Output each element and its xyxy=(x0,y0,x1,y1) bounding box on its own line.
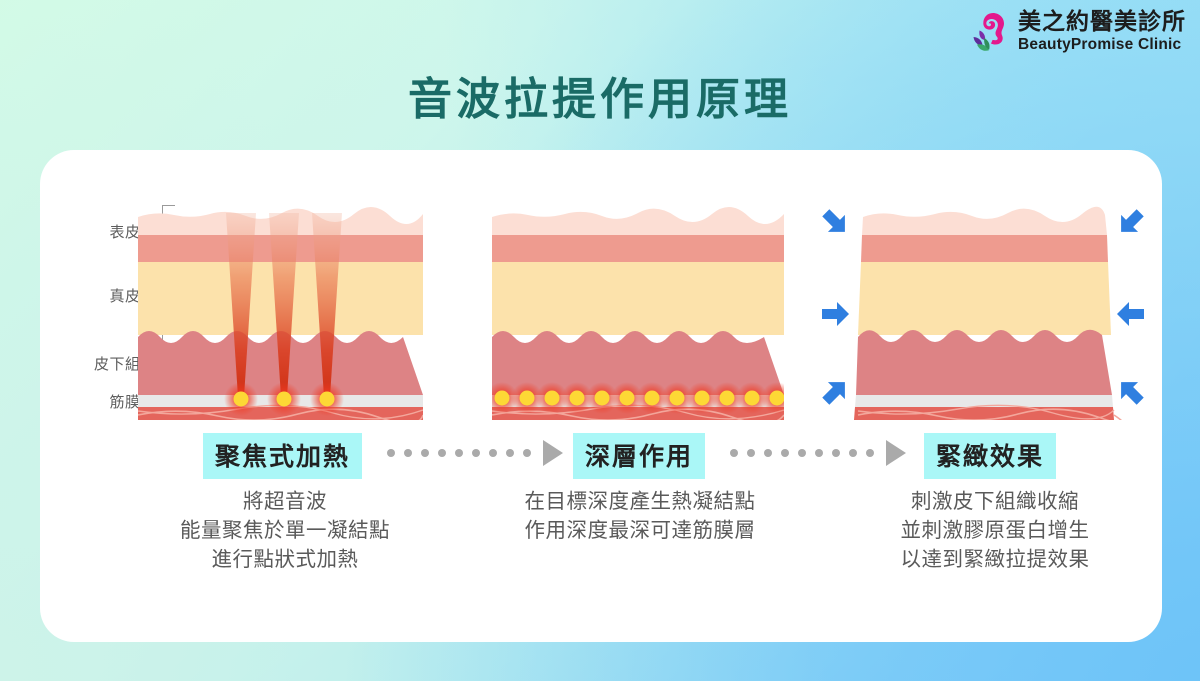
connector-dot xyxy=(387,449,395,457)
connector-dot xyxy=(730,449,738,457)
connector-dot xyxy=(421,449,429,457)
skin-cross-section-3 xyxy=(822,206,1144,420)
connector-dot xyxy=(506,449,514,457)
connector-dot xyxy=(472,449,480,457)
connector-dot xyxy=(455,449,463,457)
connector-dot xyxy=(849,449,857,457)
step-description-3: 刺激皮下組織收縮 並刺激膠原蛋白增生 以達到緊緻拉提效果 xyxy=(845,487,1145,574)
desc-line: 進行點狀式加熱 xyxy=(211,547,359,571)
desc-line: 在目標深度產生熱凝結點 xyxy=(524,489,756,513)
step-flow-row: 聚焦式加熱 深層作用 緊緻效果 xyxy=(40,433,1162,479)
connector-dot xyxy=(866,449,874,457)
connector-dot xyxy=(832,449,840,457)
connector-dot xyxy=(798,449,806,457)
desc-line: 能量聚焦於單一凝結點 xyxy=(180,518,390,542)
step-chip-1[interactable]: 聚焦式加熱 xyxy=(203,433,363,479)
desc-line: 將超音波 xyxy=(243,489,327,513)
connector-dot xyxy=(764,449,772,457)
brand-logo: 美之約醫美診所 BeautyPromise Clinic xyxy=(970,10,1186,54)
step-connector-1 xyxy=(387,440,563,466)
step-chip-2[interactable]: 深層作用 xyxy=(573,433,706,479)
step-connector-2 xyxy=(730,440,906,466)
step-description-2: 在目標深度產生熱凝結點 作用深度最深可達筋膜層 xyxy=(480,487,800,545)
connector-arrow-icon xyxy=(543,440,563,466)
connector-dot xyxy=(781,449,789,457)
coagulation-points xyxy=(492,382,784,414)
step-description-1: 將超音波 能量聚焦於單一凝結點 進行點狀式加熱 xyxy=(140,487,430,574)
skin-cross-section-1 xyxy=(138,206,423,420)
step-chip-3[interactable]: 緊緻效果 xyxy=(924,433,1057,479)
diagram-card: 表皮層 真皮層 皮下組織 筋膜層 xyxy=(40,150,1162,642)
desc-line: 並刺激膠原蛋白增生 xyxy=(900,518,1090,542)
contraction-arrows xyxy=(822,209,1144,405)
connector-dot xyxy=(404,449,412,457)
brand-name-en: BeautyPromise Clinic xyxy=(1018,36,1182,54)
connector-dot xyxy=(815,449,823,457)
panel-deep-action xyxy=(492,205,784,420)
panel-tightening-effect xyxy=(818,205,1148,420)
brand-name-cn: 美之約醫美診所 xyxy=(1018,9,1186,36)
desc-line: 作用深度最深可達筋膜層 xyxy=(524,518,756,542)
connector-dot xyxy=(489,449,497,457)
skin-cross-section-2 xyxy=(492,206,784,420)
brand-name: 美之約醫美診所 BeautyPromise Clinic xyxy=(1018,11,1186,53)
desc-line: 以達到緊緻拉提效果 xyxy=(900,547,1090,571)
connector-dot xyxy=(438,449,446,457)
connector-arrow-icon xyxy=(886,440,906,466)
connector-dot xyxy=(747,449,755,457)
beauty-leaf-face-logo-icon xyxy=(973,13,1004,51)
page-title: 音波拉提作用原理 xyxy=(408,74,792,125)
desc-line: 刺激皮下組織收縮 xyxy=(911,489,1079,513)
panel-focused-heating xyxy=(138,205,423,420)
connector-dot xyxy=(523,449,531,457)
